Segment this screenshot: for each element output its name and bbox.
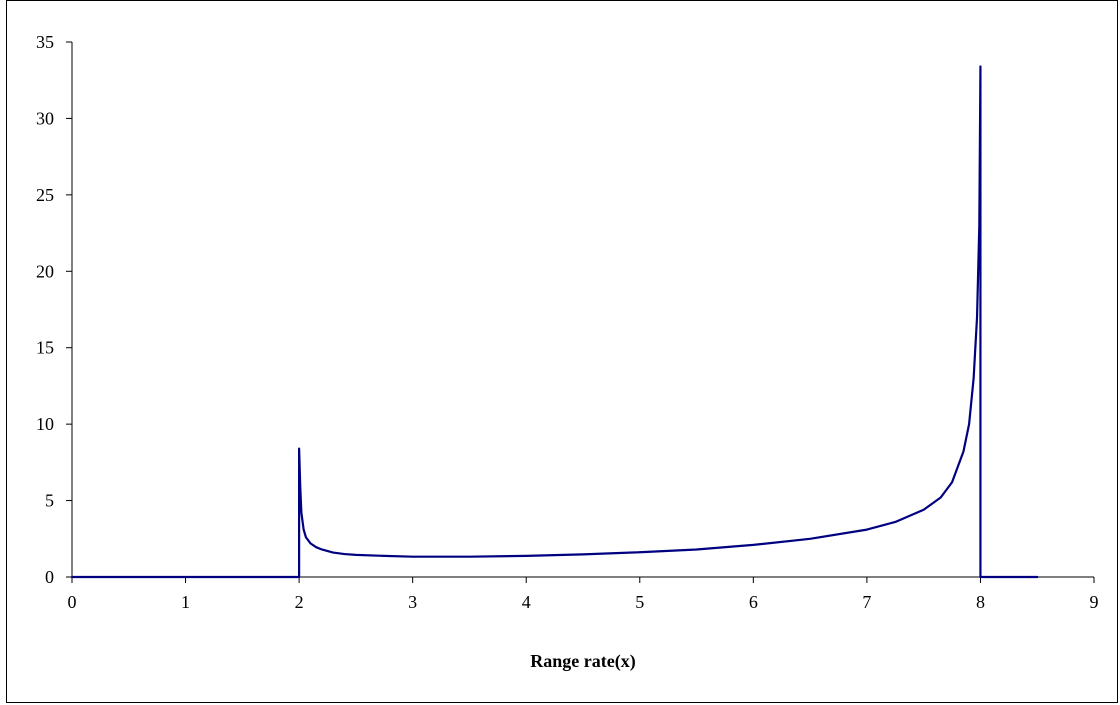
x-tick-label: 8	[976, 592, 985, 612]
x-tick-label: 2	[295, 592, 304, 612]
y-tick-label: 10	[36, 414, 54, 434]
x-tick-label: 5	[635, 592, 644, 612]
x-tick-label: 7	[862, 592, 871, 612]
y-tick-label: 20	[36, 261, 54, 281]
series	[70, 65, 1039, 579]
chart-frame	[6, 0, 1118, 703]
series-line	[70, 65, 1039, 579]
x-tick-label: 3	[408, 592, 417, 612]
y-tick-label: 25	[36, 185, 54, 205]
x-tick-label: 1	[181, 592, 190, 612]
y-tick-label: 5	[45, 491, 54, 511]
y-tick-label: 15	[36, 338, 54, 358]
x-tick-label: 6	[749, 592, 758, 612]
x-tick-label: 9	[1090, 592, 1099, 612]
y-tick-label: 0	[45, 567, 54, 587]
y-tick-label: 30	[36, 108, 54, 128]
x-tick-label: 4	[522, 592, 531, 612]
y-tick-label: 35	[36, 32, 54, 52]
x-tick-label: 0	[68, 592, 77, 612]
ticks: 0 5 10 15 20 25 30 35 0 1 2 3 4 5 6 7 8 9	[36, 32, 1099, 612]
x-axis-title: Range rate(x)	[530, 651, 635, 672]
